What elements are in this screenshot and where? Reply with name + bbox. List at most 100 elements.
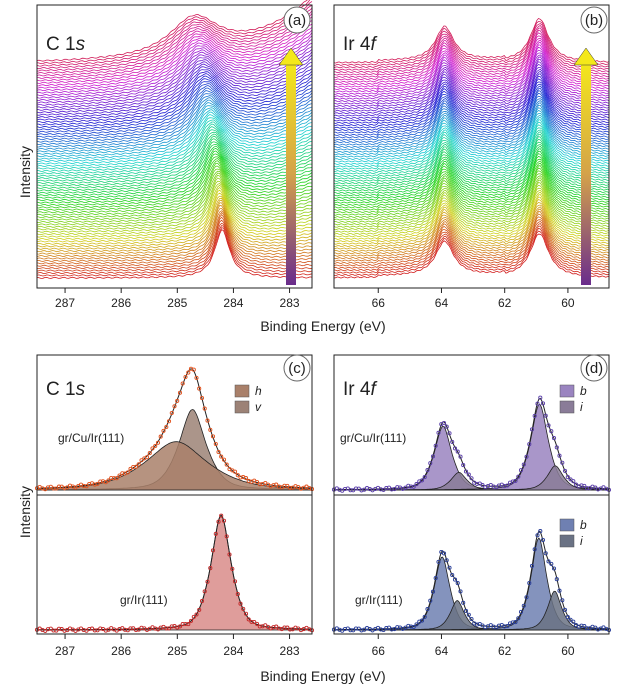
data-point <box>436 559 441 564</box>
data-point <box>403 625 408 630</box>
data-point <box>455 449 460 454</box>
data-point <box>540 537 546 543</box>
panel-d-title: Ir 4f <box>343 379 377 400</box>
waterfall-trace <box>333 116 610 163</box>
waterfall-trace <box>333 165 610 211</box>
waterfall-trace <box>333 35 610 81</box>
x-tick-label: 285 <box>167 296 187 310</box>
waterfall-trace <box>36 95 313 146</box>
data-point <box>287 627 293 632</box>
waterfall-trace <box>36 135 313 187</box>
data-point <box>560 598 565 603</box>
data-point <box>191 614 196 619</box>
waterfall-trace <box>36 180 313 231</box>
waterfall-trace <box>333 104 610 151</box>
data-point <box>351 628 356 633</box>
waterfall-trace <box>36 20 313 82</box>
waterfall-trace <box>36 0 308 62</box>
panel-a-title: C 1s <box>46 34 86 55</box>
data-point <box>125 470 130 475</box>
panel-a-arrow <box>278 47 304 285</box>
data-point <box>529 563 535 568</box>
x-tick-label: 285 <box>167 644 187 658</box>
data-point <box>169 624 174 629</box>
waterfall-trace <box>333 75 609 122</box>
panel-c: C 1s gr/Cu/Ir(111) gr/Ir(111) h v (c) 28… <box>34 354 315 658</box>
data-point <box>395 485 400 490</box>
data-point <box>274 624 279 629</box>
waterfall-trace <box>333 184 610 231</box>
waterfall-trace <box>37 197 313 248</box>
data-point <box>452 446 458 451</box>
data-point <box>219 454 224 459</box>
waterfall-trace <box>333 67 610 112</box>
waterfall-trace <box>36 4 313 70</box>
waterfall-trace <box>36 109 313 160</box>
waterfall-trace <box>36 160 313 211</box>
data-point <box>186 622 191 627</box>
data-point <box>458 454 463 459</box>
data-point <box>180 381 185 386</box>
data-point <box>518 609 524 614</box>
waterfall-trace <box>36 0 311 65</box>
waterfall-trace <box>333 87 610 134</box>
data-point <box>125 628 130 633</box>
waterfall-trace <box>36 195 313 245</box>
data-point <box>139 458 144 463</box>
data-point <box>535 401 540 406</box>
data-point <box>235 473 240 478</box>
waterfall-trace <box>333 90 610 136</box>
panel-c-top-spectrum <box>34 366 315 492</box>
data-point <box>205 579 210 584</box>
panel-b-letter: (b) <box>585 12 603 29</box>
waterfall-trace <box>36 26 313 87</box>
legend-label-i-bottom: i <box>580 534 583 548</box>
data-point <box>521 462 526 467</box>
data-point <box>155 440 161 445</box>
data-point <box>529 427 535 432</box>
data-point <box>549 429 554 434</box>
waterfall-trace <box>333 133 610 180</box>
data-point <box>452 577 458 582</box>
data-point <box>571 479 576 484</box>
data-point <box>147 451 152 456</box>
data-point <box>153 443 158 449</box>
waterfall-trace <box>333 191 610 238</box>
data-point <box>136 462 141 467</box>
data-point <box>455 581 460 586</box>
waterfall-trace <box>36 129 313 180</box>
x-tick-label: 64 <box>435 296 449 310</box>
panel-a-letter-circle <box>283 6 311 34</box>
waterfall-trace <box>37 90 313 141</box>
waterfall-trace <box>333 27 610 74</box>
waterfall-trace <box>36 16 313 79</box>
waterfall-trace <box>36 117 313 168</box>
data-point <box>208 566 213 571</box>
waterfall-trace <box>333 85 610 132</box>
waterfall-trace <box>333 121 610 168</box>
data-point <box>43 487 48 492</box>
waterfall-trace <box>36 126 313 177</box>
waterfall-trace <box>36 23 313 84</box>
waterfall-trace <box>333 29 610 76</box>
waterfall-trace <box>333 112 610 158</box>
waterfall-trace <box>36 1 313 67</box>
fit-component <box>36 514 313 631</box>
waterfall-trace <box>333 129 610 175</box>
data-point <box>243 611 249 616</box>
data-point <box>450 572 455 578</box>
data-point <box>466 472 471 477</box>
data-point <box>433 576 438 581</box>
waterfall-trace <box>36 78 313 128</box>
data-point <box>557 453 562 458</box>
data-point <box>48 626 53 631</box>
waterfall-trace <box>333 37 610 83</box>
panel-d-bottom-label: gr/Ir(111) <box>355 593 403 607</box>
data-point <box>532 413 537 418</box>
data-point <box>210 548 216 553</box>
data-point <box>444 558 449 563</box>
waterfall-trace <box>333 23 610 69</box>
waterfall-trace <box>36 123 313 175</box>
data-point <box>177 624 183 629</box>
